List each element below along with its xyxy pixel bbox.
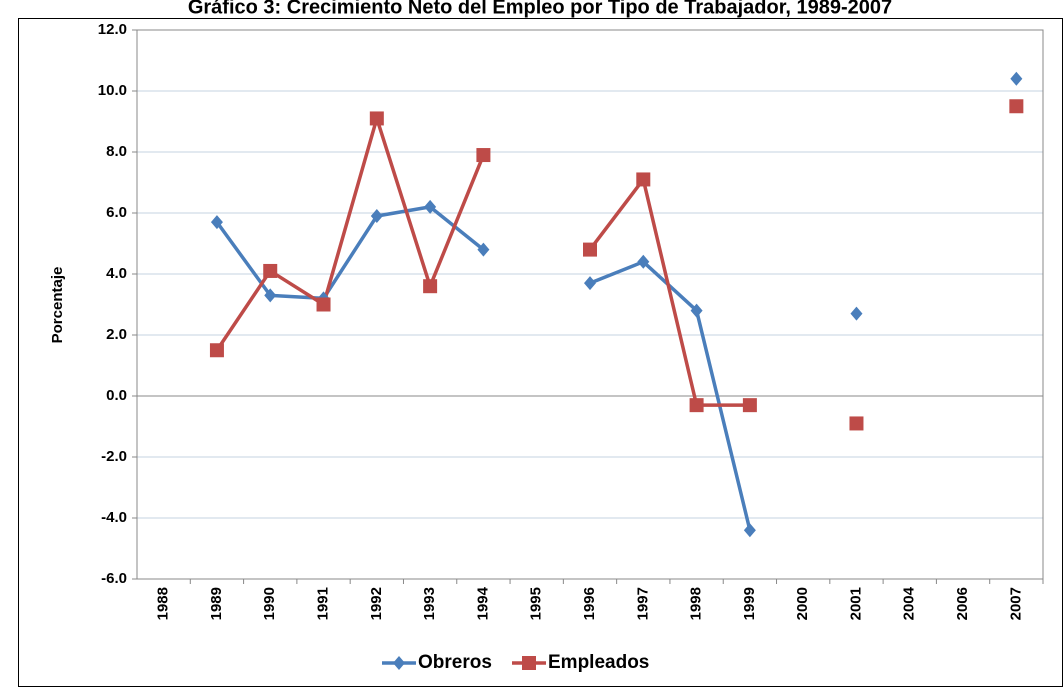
x-tick-label: 1999 [741, 587, 758, 620]
x-tick-label: 1993 [421, 587, 438, 620]
chart-frame [18, 18, 1063, 687]
point [370, 209, 383, 224]
point [742, 398, 757, 413]
y-tick-label: 8.0 [106, 143, 127, 160]
x-tick-label: 1991 [314, 587, 331, 620]
chart-title: Gráfico 3: Crecimiento Neto del Empleo p… [188, 0, 892, 18]
x-tick-label: 2001 [847, 587, 864, 620]
x-tick-label: 1989 [208, 587, 225, 620]
x-tick-label: 2000 [794, 587, 811, 620]
point [583, 242, 597, 257]
legend-marker [522, 656, 536, 670]
x-tick-label: 2004 [901, 586, 918, 620]
point [264, 288, 277, 303]
point [423, 279, 438, 294]
point [263, 263, 278, 278]
point [209, 343, 224, 358]
x-tick-label: 2007 [1007, 587, 1024, 620]
point [1010, 71, 1023, 86]
y-tick-label: 0.0 [106, 387, 127, 404]
y-tick-label: 4.0 [106, 265, 127, 282]
legend-marker [393, 656, 405, 670]
point [316, 297, 331, 312]
y-tick-label: -2.0 [101, 448, 127, 465]
point [689, 398, 704, 413]
y-tick-label: 6.0 [106, 204, 127, 221]
point [850, 306, 863, 321]
point [476, 148, 491, 163]
point [637, 254, 650, 269]
legend-label: Obreros [418, 652, 492, 673]
x-tick-label: 1990 [261, 587, 278, 620]
point [636, 172, 651, 187]
point [849, 416, 864, 431]
x-tick-label: 1992 [368, 587, 385, 620]
y-tick-label: 10.0 [98, 82, 127, 99]
x-tick-label: 1988 [155, 587, 172, 620]
x-tick-label: 1998 [688, 587, 705, 620]
x-tick-label: 1994 [474, 586, 491, 620]
point [743, 523, 756, 538]
point [1009, 99, 1024, 114]
point [690, 303, 703, 318]
point [210, 215, 223, 230]
plot-area [136, 29, 1044, 580]
x-tick-label: 1996 [581, 587, 598, 620]
x-tick-label: 1997 [634, 587, 651, 620]
point [424, 199, 437, 214]
x-tick-label: 1995 [528, 587, 545, 620]
point [369, 111, 384, 126]
x-tick-label: 2006 [954, 587, 971, 620]
y-tick-label: -6.0 [101, 570, 127, 587]
point [477, 242, 490, 257]
y-tick-label: 12.0 [98, 21, 127, 38]
y-tick-label: 2.0 [106, 326, 127, 343]
y-axis-label: Porcentaje [49, 267, 66, 344]
point [584, 276, 596, 291]
legend-label: Empleados [548, 652, 649, 673]
y-tick-label: -4.0 [101, 509, 127, 526]
